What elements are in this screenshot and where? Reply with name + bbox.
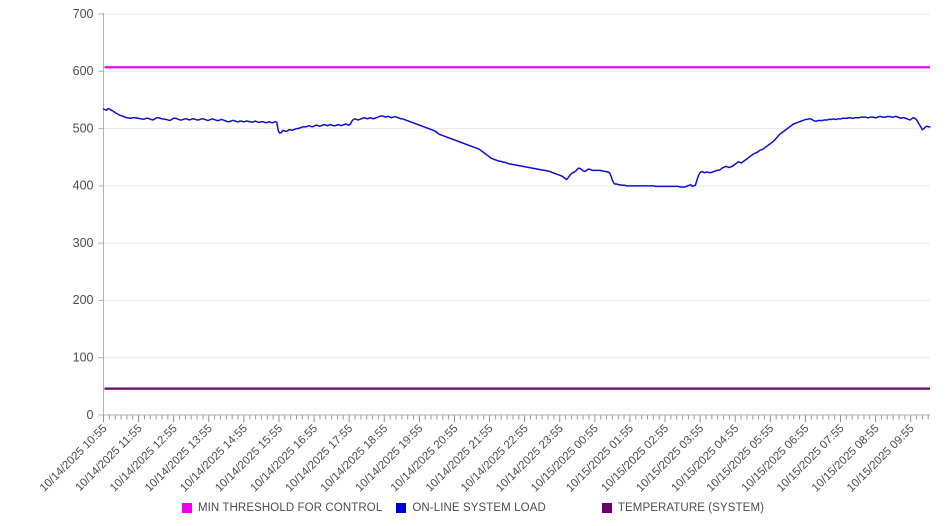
x-axis-tick-label: 10/14/2025 12:55 — [108, 423, 180, 495]
x-axis-tick-label: 10/15/2025 04:55 — [670, 423, 742, 495]
x-axis-tick-label: 10/14/2025 23:55 — [494, 423, 566, 495]
y-axis-tick-label: 300 — [73, 236, 94, 250]
x-axis-tick-label: 10/15/2025 08:55 — [810, 423, 882, 495]
x-axis-tick-label: 10/14/2025 21:55 — [424, 423, 496, 495]
x-axis-tick-label: 10/15/2025 07:55 — [775, 423, 847, 495]
x-axis-tick-label: 10/14/2025 20:55 — [389, 423, 461, 495]
x-axis-tick-label: 10/14/2025 19:55 — [354, 423, 426, 495]
y-axis-labels-group: 0 100 200 300 400 500 600 700 — [73, 7, 94, 422]
x-axis-ticks-group — [103, 415, 929, 422]
y-axis-tick-label: 200 — [73, 293, 94, 307]
x-axis-tick-label: 10/15/2025 02:55 — [599, 423, 671, 495]
legend-item-on-line-system-load[interactable]: ON-LINE SYSTEM LOAD — [396, 502, 546, 514]
axis-lines-group — [103, 13, 930, 416]
legend-label-on-line-system-load: ON-LINE SYSTEM LOAD — [412, 502, 546, 514]
chart-legend: MIN THRESHOLD FOR CONTROL ON-LINE SYSTEM… — [0, 496, 946, 520]
gridlines-group — [103, 13, 930, 359]
x-axis-tick-label: 10/14/2025 13:55 — [143, 423, 215, 495]
x-axis-tick-label: 10/15/2025 01:55 — [564, 423, 636, 495]
legend-swatch-on-line-system-load — [396, 503, 407, 513]
legend-item-temperature-system[interactable]: TEMPERATURE (SYSTEM) — [601, 502, 765, 514]
y-axis-ticks-group — [98, 13, 104, 416]
y-axis-tick-label: 600 — [73, 64, 94, 78]
x-axis-tick-label: 10/14/2025 22:55 — [459, 423, 531, 495]
data-series-group — [102, 66, 931, 390]
x-axis-tick-label: 10/14/2025 17:55 — [283, 423, 355, 495]
x-axis-tick-label: 10/14/2025 10:55 — [38, 423, 110, 495]
x-axis-tick-label: 10/14/2025 11:55 — [74, 423, 145, 494]
legend-label-temperature-system: TEMPERATURE (SYSTEM) — [617, 502, 765, 514]
x-axis-tick-label: 10/14/2025 16:55 — [248, 423, 320, 495]
y-axis-tick-label: 500 — [73, 121, 94, 135]
x-axis-tick-label: 10/15/2025 00:55 — [529, 423, 601, 495]
y-axis-tick-label: 100 — [73, 351, 94, 365]
legend-swatch-temperature-system — [601, 503, 612, 513]
x-axis-tick-label: 10/15/2025 03:55 — [634, 423, 706, 495]
y-axis-tick-label: 0 — [87, 408, 94, 422]
x-axis-tick-label: 10/15/2025 05:55 — [705, 423, 777, 495]
x-axis-tick-label: 10/15/2025 06:55 — [740, 423, 812, 495]
y-axis-tick-label: 400 — [73, 179, 94, 193]
x-axis-tick-label: 10/15/2025 09:55 — [845, 423, 917, 495]
x-axis-tick-label: 10/14/2025 15:55 — [213, 423, 285, 495]
legend-label-min-threshold-for-control: MIN THRESHOLD FOR CONTROL — [197, 502, 383, 514]
y-axis-tick-label: 700 — [73, 7, 94, 21]
legend-item-min-threshold-for-control[interactable]: MIN THRESHOLD FOR CONTROL — [181, 502, 383, 514]
x-axis-tick-label: 10/14/2025 14:55 — [178, 423, 250, 495]
series-line-on-line-system-load — [102, 107, 931, 188]
x-axis-tick-label: 10/14/2025 18:55 — [319, 423, 391, 495]
legend-swatch-min-threshold-for-control — [181, 503, 192, 513]
